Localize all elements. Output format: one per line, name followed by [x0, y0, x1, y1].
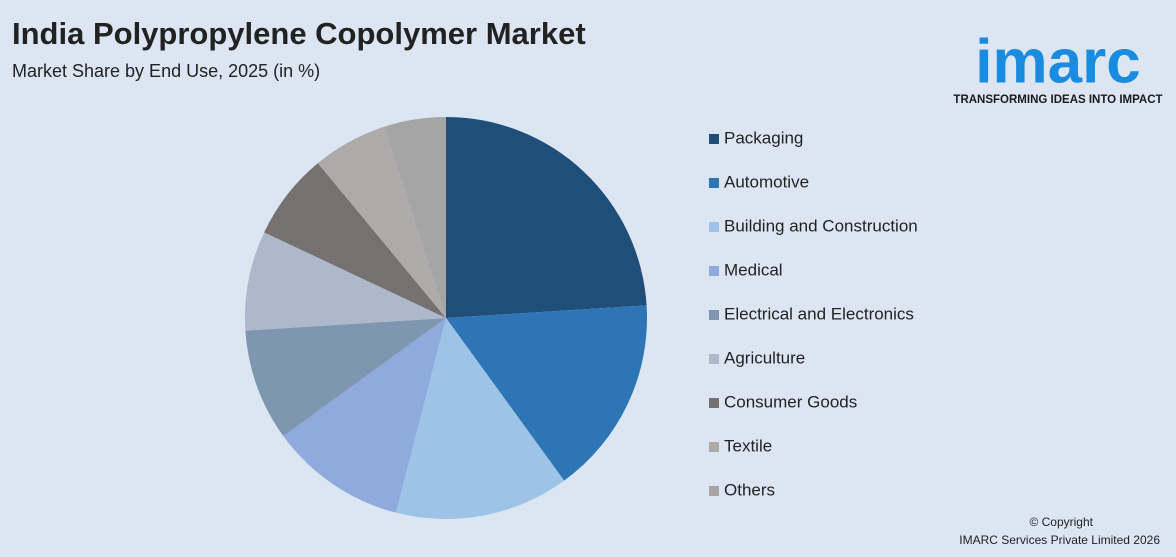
- pie-slice: [245, 318, 446, 437]
- copyright: © Copyright: [1029, 515, 1093, 529]
- chart-title: India Polypropylene Copolymer Market: [12, 16, 586, 51]
- legend-label: Medical: [724, 260, 783, 279]
- legend-label: Electrical and Electronics: [724, 304, 914, 323]
- pie-slice: [264, 163, 446, 318]
- legend-label: Consumer Goods: [724, 392, 857, 411]
- pie-slice: [317, 126, 446, 318]
- legend-label: Automotive: [724, 172, 809, 191]
- legend-swatch: [709, 178, 719, 188]
- legend-swatch: [709, 222, 719, 232]
- legend-label: Agriculture: [724, 348, 805, 367]
- company: IMARC Services Private Limited 2026: [959, 533, 1160, 547]
- logo-tagline: TRANSFORMING IDEAS INTO IMPACT: [953, 94, 1162, 106]
- legend-swatch: [709, 310, 719, 320]
- legend-swatch: [709, 266, 719, 276]
- chart-subtitle: Market Share by End Use, 2025 (in %): [12, 61, 320, 81]
- legend-swatch: [709, 134, 719, 144]
- pie-slice: [383, 117, 446, 318]
- legend-swatch: [709, 354, 719, 364]
- pie-slice: [446, 117, 647, 318]
- pie-slice: [446, 305, 648, 481]
- legend-swatch: [709, 398, 719, 408]
- legend-label: Textile: [724, 436, 772, 455]
- logo: imarc: [975, 27, 1140, 96]
- legend-label: Building and Construction: [724, 216, 918, 235]
- pie-slice: [283, 318, 446, 513]
- legend-swatch: [709, 486, 719, 496]
- legend-swatch: [709, 442, 719, 452]
- legend-label: Packaging: [724, 128, 803, 147]
- pie-slice: [244, 232, 446, 331]
- legend-label: Others: [724, 480, 775, 499]
- pie-slice: [396, 318, 565, 519]
